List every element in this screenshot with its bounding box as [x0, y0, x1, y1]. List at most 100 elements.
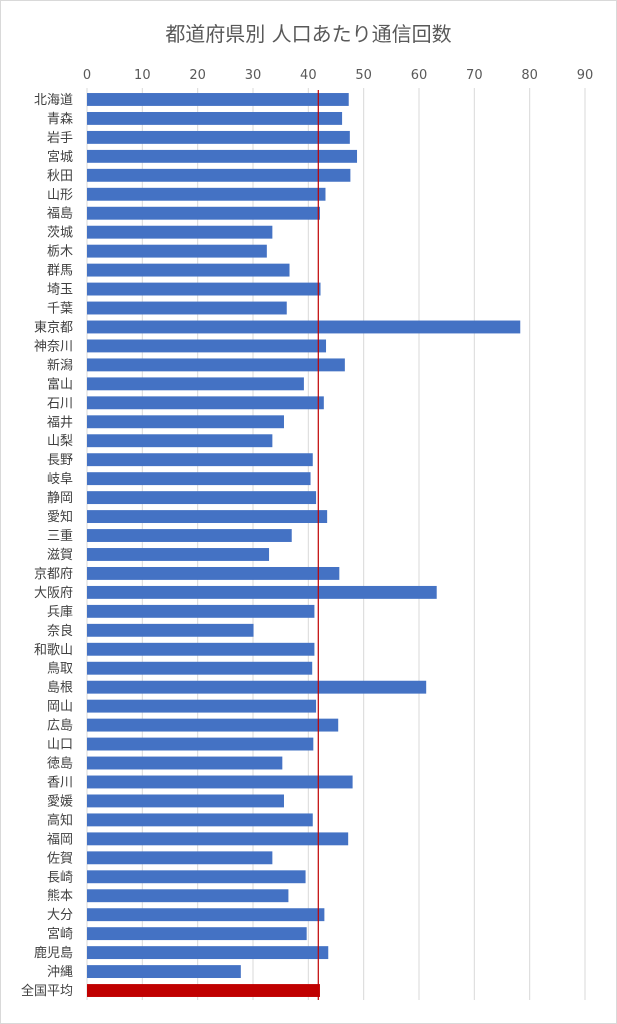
category-label: 全国平均: [21, 983, 73, 999]
bar: [87, 908, 325, 922]
bar: [87, 206, 320, 220]
bar-national-average: [87, 984, 320, 997]
x-tick-label: 40: [300, 68, 317, 83]
bar: [87, 604, 315, 618]
category-label: 滋賀: [47, 548, 73, 563]
category-label: 佐賀: [47, 851, 73, 866]
bar: [87, 566, 340, 580]
category-label: 北海道: [34, 93, 73, 108]
category-label: 群馬: [47, 264, 73, 279]
x-tick-label: 90: [577, 68, 594, 83]
category-label: 埼玉: [47, 283, 73, 298]
category-label: 栃木: [47, 245, 73, 260]
bar: [87, 965, 241, 979]
category-label: 富山: [47, 376, 73, 392]
bar: [87, 320, 521, 334]
category-label: 愛知: [47, 509, 73, 525]
x-tick-label: 80: [521, 68, 538, 83]
category-label: 石川: [47, 396, 73, 411]
category-label: 静岡: [47, 491, 73, 506]
x-tick-label: 20: [189, 68, 206, 83]
bar: [87, 718, 339, 732]
bar: [87, 130, 350, 144]
category-label: 青森: [47, 112, 73, 127]
x-axis-tick-labels: 0 10 20 30 40 50 60 70 80 90: [83, 68, 593, 83]
bar: [87, 434, 273, 448]
bar: [87, 491, 317, 505]
bar: [87, 111, 343, 125]
bar: [87, 623, 254, 637]
category-label: 奈良: [47, 623, 73, 639]
bar: [87, 396, 324, 410]
category-label: 神奈川: [34, 339, 73, 354]
category-label: 山形: [47, 188, 73, 203]
bar: [87, 510, 328, 524]
category-label: 秋田: [47, 169, 73, 184]
bar: [87, 149, 358, 163]
category-label: 山梨: [47, 434, 73, 449]
category-label: 和歌山: [34, 643, 73, 658]
category-label: 三重: [47, 528, 73, 544]
category-label: 千葉: [47, 302, 73, 317]
bar: [87, 699, 317, 713]
bar: [87, 377, 304, 391]
x-tick-label: 0: [83, 68, 91, 83]
category-label: 鳥取: [47, 662, 73, 677]
category-label: 京都府: [34, 567, 73, 582]
bar: [87, 339, 327, 353]
bar: [87, 927, 307, 941]
x-tick-label: 30: [245, 68, 262, 83]
gridlines: [86, 88, 586, 1000]
bar: [87, 358, 345, 372]
category-label: 香川: [47, 775, 73, 790]
x-tick-label: 50: [355, 68, 372, 83]
category-label: 長崎: [47, 870, 73, 885]
bar: [87, 794, 284, 808]
bar: [87, 168, 351, 182]
category-label: 愛媛: [47, 794, 73, 809]
category-label: 島根: [47, 681, 73, 696]
bar: [87, 415, 284, 429]
bar: [87, 453, 313, 467]
bar: [87, 832, 349, 846]
bar: [87, 946, 329, 960]
category-label: 福井: [47, 415, 73, 430]
bar: [87, 775, 353, 789]
category-label: 沖縄: [47, 965, 73, 980]
category-label: 広島: [47, 719, 73, 734]
category-label: 宮城: [47, 149, 73, 165]
category-label: 福岡: [47, 832, 73, 847]
bar: [87, 472, 311, 486]
bars: [87, 93, 521, 997]
bar: [87, 813, 313, 827]
category-label: 高知: [47, 812, 73, 828]
category-label: 岡山: [47, 700, 73, 715]
bar: [87, 244, 267, 258]
bar: [87, 282, 321, 296]
bar: [87, 756, 283, 770]
bar: [87, 851, 273, 865]
category-label: 福島: [47, 207, 73, 222]
bar: [87, 301, 287, 315]
category-label: 新潟: [47, 357, 73, 373]
category-label: 徳島: [47, 757, 73, 772]
category-label: 岐阜: [47, 471, 73, 487]
bar: [87, 529, 292, 542]
category-label: 宮崎: [47, 926, 73, 942]
category-label: 大阪府: [34, 586, 73, 601]
bar: [87, 93, 349, 106]
category-label: 兵庫: [47, 605, 73, 620]
bar: [87, 548, 270, 561]
x-tick-label: 70: [466, 68, 483, 83]
category-label: 大分: [47, 908, 73, 923]
bar: [87, 263, 290, 277]
bar: [87, 661, 313, 675]
category-label: 山口: [47, 738, 73, 753]
bar: [87, 889, 289, 903]
category-label: 岩手: [47, 131, 73, 146]
category-label: 東京都: [34, 319, 73, 335]
bar: [87, 187, 326, 201]
category-label: 鹿児島: [34, 945, 73, 961]
bar: [87, 680, 427, 694]
